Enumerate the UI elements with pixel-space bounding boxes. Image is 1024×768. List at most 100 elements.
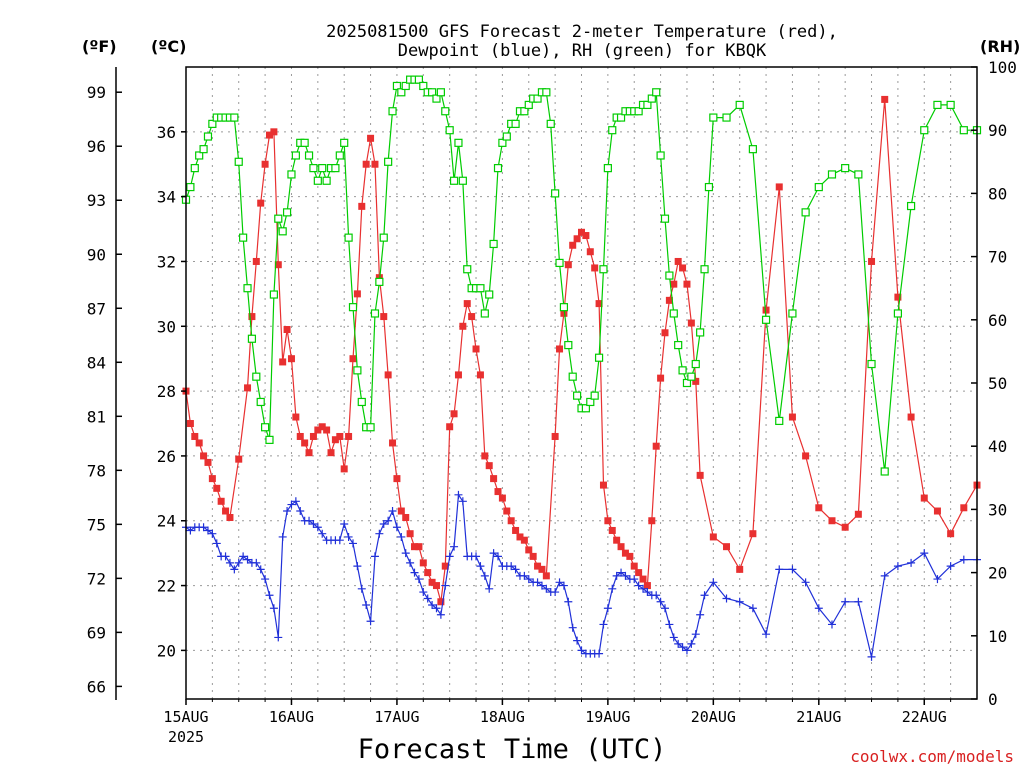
rh-point	[735, 100, 744, 110]
dewpoint-point	[291, 497, 300, 506]
dewpoint-point	[920, 549, 929, 558]
rh-tick-label: 90	[988, 121, 1007, 140]
fahrenheit-tick-label: 75	[87, 515, 106, 534]
temperature-point	[595, 300, 603, 308]
rh-point	[660, 214, 670, 223]
temperature-point	[529, 552, 537, 560]
temperature-point	[538, 565, 546, 573]
temperature-point	[411, 543, 419, 551]
dewpoint-point	[203, 526, 212, 535]
dewpoint-point	[691, 630, 700, 639]
temperature-point	[292, 413, 300, 421]
dewpoint-point	[946, 562, 955, 571]
temperature-point	[613, 536, 621, 544]
temperature-point	[841, 523, 849, 531]
temperature-point	[854, 510, 862, 518]
dewpoint-point	[243, 555, 252, 564]
temperature-point	[287, 355, 295, 363]
rh-point	[243, 284, 252, 293]
x-tick-label: 18AUG	[480, 708, 525, 726]
dewpoint-point	[186, 526, 195, 535]
temperature-point	[353, 290, 361, 298]
rh-point	[704, 182, 714, 192]
dewpoint-point	[841, 597, 850, 606]
rh-point	[498, 138, 507, 147]
rh-point	[788, 309, 797, 318]
rh-point	[709, 113, 718, 122]
dewpoint-point	[533, 578, 542, 587]
temperature-point	[208, 475, 216, 483]
rh-point	[880, 467, 889, 476]
rh-point	[643, 100, 652, 110]
temperature-point	[551, 432, 559, 440]
dewpoint-point	[959, 555, 968, 564]
rh-point	[322, 176, 331, 185]
dewpoint-point	[239, 552, 248, 561]
dewpoint-point	[617, 568, 626, 577]
dewpoint-point	[814, 604, 823, 613]
dewpoint-point	[212, 539, 221, 548]
dewpoint-point	[305, 516, 314, 525]
temperature-point	[582, 232, 590, 240]
unit-fahrenheit-label: (ºF)	[82, 37, 117, 56]
temperature-point	[591, 264, 599, 272]
rh-point	[748, 145, 757, 154]
rh-point	[775, 416, 784, 426]
rh-point	[335, 151, 344, 160]
rh-point	[696, 328, 705, 337]
rh-point	[524, 100, 533, 110]
dewpoint-point	[388, 507, 397, 516]
dewpoint-point	[524, 575, 533, 584]
rh-point	[230, 113, 239, 122]
dewpoint-point	[296, 507, 305, 516]
x-tick-label: 21AUG	[796, 708, 841, 726]
temperature-point	[626, 552, 634, 560]
temperature-point	[635, 569, 643, 577]
dewpoint-point	[669, 633, 678, 642]
dewpoint-point	[599, 620, 608, 629]
temperature-point	[485, 462, 493, 470]
dewpoint-point	[933, 575, 942, 584]
rh-point	[608, 126, 617, 135]
celsius-tick-label: 30	[157, 317, 176, 336]
temperature-point	[213, 484, 221, 492]
dewpoint-point	[643, 588, 652, 597]
temperature-point	[463, 300, 471, 308]
rh-point	[594, 353, 604, 362]
temperature-point	[599, 481, 607, 489]
temperature-point	[775, 183, 783, 191]
dewpoint-point	[801, 578, 810, 587]
dewpoint-point	[454, 490, 463, 499]
dewpoint-point	[423, 594, 432, 603]
rh-tick-label: 100	[988, 58, 1017, 77]
rh-tick-label: 40	[988, 437, 1007, 456]
dewpoint-point	[414, 575, 423, 584]
rh-point	[445, 126, 454, 135]
temperature-point	[692, 377, 700, 385]
temperature-point	[960, 504, 968, 512]
dewpoint-point	[340, 519, 349, 528]
rh-point	[656, 151, 665, 160]
dewpoint-point	[511, 565, 520, 574]
rh-point	[841, 164, 850, 173]
rh-point	[511, 119, 520, 128]
rh-point	[274, 214, 283, 223]
dewpoint-point	[665, 620, 674, 629]
x-tick-label: 19AUG	[585, 708, 630, 726]
rh-point	[520, 107, 529, 116]
dewpoint-point	[559, 581, 568, 590]
rh-point	[616, 113, 626, 122]
tick-labels: 15AUG 2025 16AUG 17AUG 18AUG 19AUG 20AUG 21AUG 2…	[87, 58, 1017, 746]
celsius-tick-label: 22	[157, 577, 176, 596]
rh-point	[304, 151, 314, 160]
rh-point	[827, 170, 837, 179]
temperature-point	[393, 475, 401, 483]
temperature-point	[564, 261, 572, 269]
celsius-tick-label: 28	[157, 382, 176, 401]
watermark-text: coolwx.com/models	[850, 747, 1014, 766]
dewpoint-point	[696, 610, 705, 619]
dewpoint-point	[678, 643, 687, 652]
rh-point	[344, 233, 353, 242]
temperature-point	[309, 432, 317, 440]
rh-point	[199, 145, 208, 154]
